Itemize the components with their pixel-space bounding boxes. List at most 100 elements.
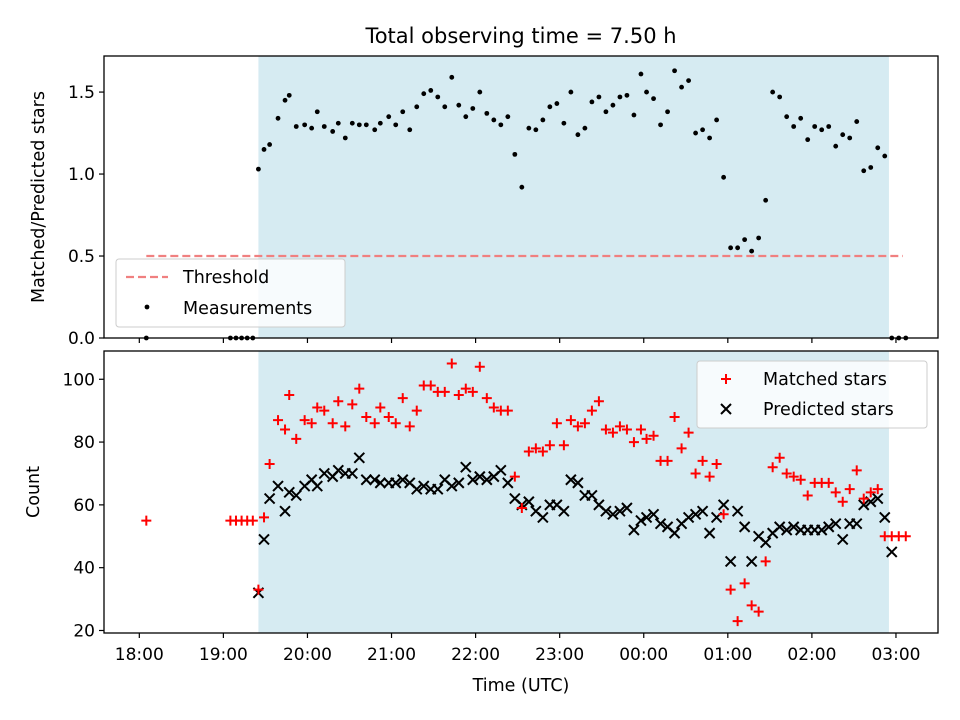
matched-star-point xyxy=(739,578,750,589)
measurement-point xyxy=(861,168,867,174)
matched-star-point xyxy=(280,424,291,435)
top-legend-box xyxy=(115,258,346,328)
matched-star-point xyxy=(481,393,492,404)
matched-star-point xyxy=(404,421,415,432)
bottom-y-tick-label: 100 xyxy=(63,370,95,390)
matched-star-point xyxy=(273,415,284,426)
measurement-point xyxy=(314,109,320,115)
predicted-star-point xyxy=(418,480,430,492)
matched-star-point xyxy=(767,462,778,473)
matched-star-point xyxy=(865,487,876,498)
top-legend: Threshold Measurements xyxy=(115,258,346,328)
predicted-star-point xyxy=(696,505,709,517)
measurement-point xyxy=(624,92,630,98)
matched-star-point xyxy=(648,430,659,441)
predicted-star-point xyxy=(654,518,667,530)
top-measurements xyxy=(143,68,909,341)
measurement-point xyxy=(840,132,846,138)
bottom-legend-box xyxy=(696,360,928,429)
measurement-point xyxy=(854,119,860,124)
measurement-point xyxy=(707,135,713,141)
top-y-tick-label: 1.5 xyxy=(68,83,95,103)
predicted-star-point xyxy=(558,505,570,517)
measurement-point xyxy=(547,104,553,110)
matched-star-point xyxy=(662,455,673,466)
matched-star-point xyxy=(390,418,401,429)
matched-star-point xyxy=(704,471,715,482)
bottom-plot-frame xyxy=(103,350,939,634)
measurement-point xyxy=(349,120,355,126)
measurement-point xyxy=(791,124,797,129)
predicted-star-point xyxy=(397,474,409,486)
predicted-star-point xyxy=(432,483,444,495)
measurement-point xyxy=(309,125,315,131)
measurement-point xyxy=(321,124,327,129)
top-y-axis-label: Matched/Predicted stars xyxy=(29,91,49,303)
measurement-point xyxy=(477,89,483,95)
matched-star-point xyxy=(641,433,652,444)
predicted-star-point xyxy=(689,508,702,521)
matched-star-point xyxy=(425,380,436,391)
matched-legend-marker xyxy=(721,374,731,384)
matched-star-point xyxy=(347,399,358,410)
measurement-point xyxy=(728,245,734,251)
measurement-point xyxy=(393,122,399,128)
measurement-point xyxy=(449,74,455,80)
x-axis-label: Time (UTC) xyxy=(472,676,570,696)
predicted-star-point xyxy=(346,467,359,480)
predicted-star-point xyxy=(495,464,507,477)
measurement-point xyxy=(442,104,448,110)
predicted-star-point xyxy=(332,464,344,477)
predicted-star-point xyxy=(886,546,898,558)
measurement-point xyxy=(372,127,378,133)
matched-legend-label: Matched stars xyxy=(763,370,887,390)
matched-star-point xyxy=(851,465,862,476)
predicted-star-point xyxy=(621,502,633,514)
measurement-point xyxy=(812,124,818,129)
predicted-star-point xyxy=(614,505,626,517)
measurement-point xyxy=(286,92,292,98)
measurement-point xyxy=(275,115,281,121)
predicted-star-point xyxy=(263,492,276,505)
x-tick-label: 22:00 xyxy=(451,645,500,665)
chart-title: Total observing time = 7.50 h xyxy=(364,24,676,48)
measurement-point xyxy=(526,125,532,131)
matched-star-point xyxy=(354,383,365,394)
matched-star-point xyxy=(530,443,541,454)
matched-star-point xyxy=(375,402,386,413)
measurement-point xyxy=(256,166,261,172)
measurement-point xyxy=(428,88,434,93)
measurement-point xyxy=(826,124,832,129)
measurement-point xyxy=(617,94,623,100)
x-tick-label: 01:00 xyxy=(703,645,752,665)
matched-star-point xyxy=(537,446,548,457)
top-y-tick-label: 0.0 xyxy=(68,329,95,349)
predicted-star-point xyxy=(745,555,758,568)
predicted-star-point xyxy=(635,514,647,527)
predicted-star-point xyxy=(668,527,681,539)
measurement-point xyxy=(470,106,476,111)
measurement-point xyxy=(554,101,560,106)
matched-star-point xyxy=(319,405,330,416)
matched-star-point xyxy=(253,584,264,595)
predicted-star-point xyxy=(773,521,786,533)
predicted-star-point xyxy=(682,511,695,524)
matched-star-point xyxy=(439,386,450,397)
x-tick-label: 18:00 xyxy=(115,645,164,665)
matched-star-point xyxy=(676,443,687,454)
predicted-star-point xyxy=(717,499,730,511)
measurement-point xyxy=(679,84,684,90)
predicted-star-point xyxy=(780,524,793,536)
predicted-star-point xyxy=(724,555,737,568)
matched-star-point xyxy=(284,389,295,400)
measurement-point xyxy=(261,147,267,152)
matched-star-point xyxy=(383,411,394,422)
predicted-star-point xyxy=(390,477,402,489)
measurement-point xyxy=(763,197,769,203)
predicted-star-point xyxy=(815,524,828,536)
matched-star-point xyxy=(844,484,855,495)
predicted-star-point xyxy=(872,492,884,505)
x-tick-label: 03:00 xyxy=(871,645,920,665)
predicted-star-point xyxy=(360,474,373,486)
measurement-point xyxy=(512,151,518,157)
